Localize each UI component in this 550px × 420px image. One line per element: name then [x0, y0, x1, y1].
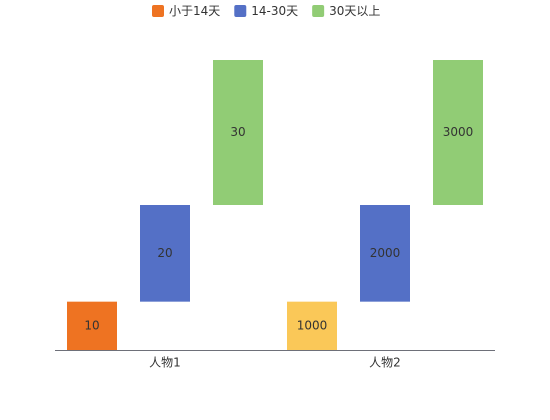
data-label: 30 — [230, 125, 245, 139]
x-tick-label: 人物1 — [149, 356, 181, 370]
data-label: 3000 — [443, 125, 474, 139]
x-tick-label: 人物2 — [369, 356, 401, 370]
bar — [287, 301, 337, 350]
bar — [213, 60, 263, 205]
legend-swatch[interactable] — [234, 5, 247, 17]
data-label: 10 — [84, 318, 99, 332]
data-label: 1000 — [297, 318, 328, 332]
bar — [360, 205, 410, 302]
legend-swatch[interactable] — [312, 5, 325, 17]
legend-label[interactable]: 14-30天 — [251, 4, 298, 18]
data-label: 2000 — [370, 246, 401, 260]
bar — [140, 205, 190, 302]
bar — [433, 60, 483, 205]
legend-label[interactable]: 30天以上 — [329, 4, 380, 18]
legend-label[interactable]: 小于14天 — [169, 4, 220, 18]
bar — [67, 301, 117, 350]
data-label: 20 — [157, 246, 172, 260]
legend-swatch[interactable] — [152, 5, 164, 17]
